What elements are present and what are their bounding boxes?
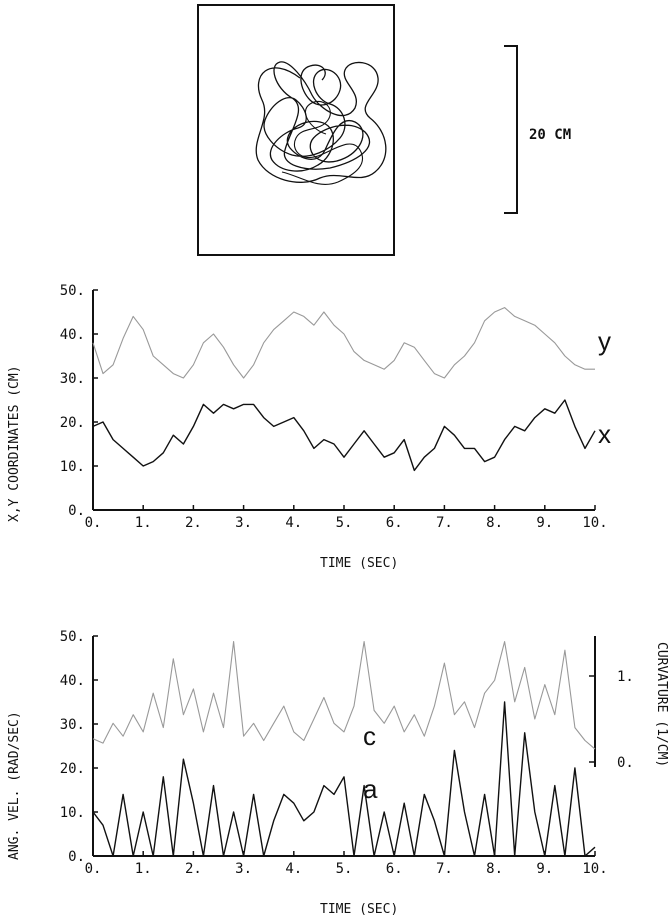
x-tick-label: 6.: [386, 861, 403, 877]
y-tick-label: 50.: [60, 629, 85, 645]
x-tick-label: 1.: [135, 861, 152, 877]
y-tick-label: 40.: [60, 673, 85, 689]
series-line-a: [92, 701, 596, 857]
chart1-y-axis-label: X,Y COORDINATES (CM): [7, 365, 22, 522]
trajectory-path: [255, 61, 387, 183]
y-tick-label: 0.: [68, 849, 85, 865]
series-line-y: [92, 307, 595, 379]
y-tick-label: 0.: [68, 503, 85, 519]
trajectory-path-2: [281, 100, 364, 185]
series-line-x: [92, 399, 596, 472]
chart2-x-axis-label: TIME (SEC): [320, 902, 398, 915]
chart2-y2-axis-label: CURVATURE (1/CM): [654, 642, 668, 767]
x-tick-label: 8.: [486, 515, 503, 531]
chart1-series-label-x: x: [598, 419, 611, 449]
x-tick-label: 6.: [386, 515, 403, 531]
x-tick-label: 5.: [336, 515, 353, 531]
chart2-series: [92, 641, 596, 857]
x-tick-label: 5.: [336, 861, 353, 877]
x-tick-label: 7.: [436, 861, 453, 877]
x-tick-label: 9.: [536, 515, 553, 531]
y-tick-label: 20.: [60, 415, 85, 431]
chart1-x-axis-label: TIME (SEC): [320, 556, 398, 571]
y-tick-label: 30.: [60, 717, 85, 733]
y-tick-label: 30.: [60, 371, 85, 387]
trajectory-frame: [197, 4, 395, 256]
x-tick-label: 8.: [486, 861, 503, 877]
x-tick-label: 4.: [285, 515, 302, 531]
chart1-series-label-y: y: [598, 326, 611, 356]
y-tick-label: 50.: [60, 283, 85, 299]
chart2-series-label-c: c: [363, 721, 376, 751]
x-tick-label: 10.: [582, 515, 607, 531]
x-tick-label: 1.: [135, 515, 152, 531]
y-tick-label: 20.: [60, 761, 85, 777]
chart2-tick-labels: 0. 1. 2. 3. 4. 5. 6. 7. 8. 9. 10. 0. 10. 20. 30. 40. 50.…: [60, 629, 634, 877]
chart1-axes: [92, 290, 595, 511]
x-tick-label: 3.: [235, 861, 252, 877]
x-tick-label: 0.: [85, 861, 102, 877]
x-tick-label: 9.: [536, 861, 553, 877]
chart2-ticks: [92, 635, 596, 857]
y-tick-label: 40.: [60, 327, 85, 343]
scale-bar: [504, 45, 518, 214]
x-tick-label: 10.: [582, 861, 607, 877]
chart2-series-label-a: a: [363, 774, 378, 804]
x-tick-label: 7.: [436, 515, 453, 531]
series-line-c: [92, 641, 596, 750]
chart2-axes: [92, 636, 596, 857]
chart1-series: [92, 307, 596, 472]
chart1-tick-labels: 0. 1. 2. 3. 4. 5. 6. 7. 8. 9. 10. 0. 10. 20. 30. 40. 50.: [60, 283, 608, 531]
chart1-ticks: [92, 289, 596, 511]
chart2-y-axis-label: ANG. VEL. (RAD/SEC): [7, 711, 22, 860]
y2-tick-label: 1.: [617, 669, 634, 685]
x-tick-label: 2.: [185, 515, 202, 531]
x-tick-label: 3.: [235, 515, 252, 531]
scale-bar-label: 20 CM: [529, 127, 571, 143]
y-tick-label: 10.: [60, 805, 85, 821]
x-tick-label: 2.: [185, 861, 202, 877]
y2-tick-label: 0.: [617, 755, 634, 771]
x-tick-label: 4.: [285, 861, 302, 877]
x-tick-label: 0.: [85, 515, 102, 531]
y-tick-label: 10.: [60, 459, 85, 475]
